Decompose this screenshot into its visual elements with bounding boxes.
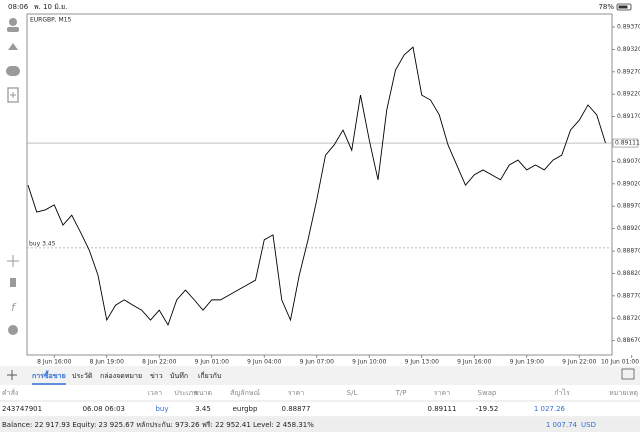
y-tick-label: 0.89070	[617, 158, 640, 165]
price-box	[612, 138, 639, 148]
column-header: กำไร	[554, 388, 570, 397]
y-tick-label: 0.89220	[617, 91, 640, 98]
tab[interactable]: ประวัติ	[72, 372, 93, 380]
x-tick-label: 9 Jun 22:00	[562, 359, 596, 366]
column-header: ราคา	[434, 389, 450, 397]
column-header: คำสั่ง	[2, 388, 18, 397]
column-header: สัญลักษณ์	[230, 389, 260, 397]
toolbar: f M15	[3, 18, 23, 387]
x-tick-label: 9 Jun 07:00	[300, 359, 334, 366]
cell: -19.52	[476, 405, 499, 413]
battery-level	[618, 5, 628, 9]
x-tick-label: 9 Jun 16:00	[457, 359, 491, 366]
x-tick-label: 9 Jun 19:00	[510, 359, 544, 366]
y-tick-label: 0.88670	[617, 337, 640, 344]
y-tick-label: 0.89270	[617, 68, 640, 75]
document-icon[interactable]	[7, 87, 19, 103]
cell: eurgbp	[233, 405, 258, 413]
cell: 1 027.26	[534, 405, 566, 413]
y-tick-label: 0.89170	[617, 113, 640, 120]
y-tick-label: 0.89320	[617, 46, 640, 53]
tab[interactable]: การซื้อขาย	[32, 369, 66, 380]
footer-bar	[0, 418, 640, 432]
y-tick-label: 0.88820	[617, 270, 640, 277]
account-icon-body	[7, 27, 19, 32]
x-tick-label: 9 Jun 10:00	[352, 359, 386, 366]
x-tick-label: 9 Jun 04:00	[247, 359, 281, 366]
objects-icon[interactable]	[8, 325, 18, 335]
account-summary: Balance: 22 917.93 Equity: 23 925.67 หลั…	[2, 421, 314, 429]
price-label: 0.89111	[615, 140, 640, 147]
cell: 0.89111	[428, 405, 457, 413]
tab-bar	[0, 366, 640, 385]
column-header: S/L	[347, 389, 358, 397]
status-time: 08:06	[8, 3, 29, 11]
currency: USD	[581, 421, 596, 429]
x-tick-label: 8 Jun 22:00	[142, 359, 176, 366]
battery-icon	[616, 3, 632, 11]
column-header: หมายเหตุ	[609, 389, 638, 397]
column-header: Swap	[478, 389, 497, 397]
total-profit: 1 007.74	[546, 421, 578, 429]
column-header: เวลา	[147, 389, 162, 397]
trade-icon[interactable]	[8, 43, 18, 50]
cell: 3.45	[195, 405, 211, 413]
y-tick-label: 0.88770	[617, 292, 640, 299]
y-tick-label: 0.89370	[617, 23, 640, 30]
column-header: T/P	[395, 389, 407, 397]
chart-frame	[26, 13, 613, 356]
tabs: การซื้อขาย ประวัติ กล่องจดหมาย ข่าว บันทึก เก…	[32, 369, 221, 385]
tab[interactable]: กล่องจดหมาย	[100, 372, 142, 380]
cell: 0.88877	[282, 405, 311, 413]
column-header: ขนาด	[194, 389, 212, 397]
tab[interactable]: เกี่ยวกับ	[198, 371, 221, 380]
chart-title: EURGBP, M15	[30, 17, 72, 24]
account-icon[interactable]	[9, 18, 17, 26]
cell: buy	[155, 405, 168, 413]
order-label: buy 3.45	[29, 240, 56, 247]
chat-icon[interactable]	[6, 66, 20, 76]
status-date: พ. 10 มิ.ย.	[34, 3, 67, 11]
x-tick-label: 8 Jun 19:00	[90, 359, 124, 366]
tab[interactable]: บันทึก	[170, 371, 188, 380]
x-tick-label: 10 Jun 01:00	[601, 359, 639, 366]
tab[interactable]: ข่าว	[150, 372, 163, 380]
column-header: ราคา	[288, 389, 304, 397]
chart: 0.89370 0.89320 0.89270 0.89220 0.89170 0.890…	[27, 23, 640, 366]
y-tick-label: 0.88720	[617, 315, 640, 322]
y-tick-label: 0.88970	[617, 203, 640, 210]
y-tick-label: 0.89020	[617, 180, 640, 187]
y-tick-label: 0.88920	[617, 225, 640, 232]
candles-icon[interactable]	[10, 278, 16, 287]
indicators-icon[interactable]: f	[11, 301, 17, 314]
cell: 243747901	[2, 405, 42, 413]
expand-button[interactable]	[621, 368, 635, 380]
x-tick-label: 8 Jun 16:00	[37, 359, 71, 366]
price-line-series	[27, 46, 606, 327]
battery: 78%	[598, 3, 614, 11]
x-tick-label: 9 Jun 01:00	[195, 359, 229, 366]
cell: 06.08 06:03	[83, 405, 125, 413]
y-tick-label: 0.88870	[617, 248, 640, 255]
column-header: ประเภท	[174, 389, 198, 397]
x-tick-label: 9 Jun 13:00	[405, 359, 439, 366]
